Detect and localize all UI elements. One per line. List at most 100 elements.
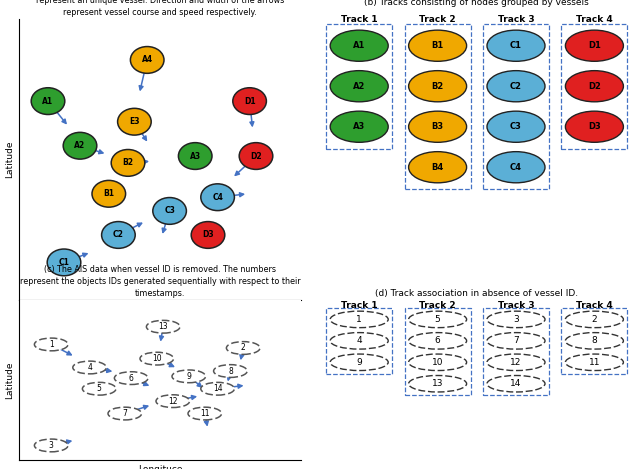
Ellipse shape bbox=[565, 311, 623, 328]
Ellipse shape bbox=[111, 150, 145, 176]
Ellipse shape bbox=[31, 88, 65, 114]
Text: D3: D3 bbox=[202, 230, 214, 240]
Text: 7: 7 bbox=[122, 409, 127, 418]
Ellipse shape bbox=[487, 354, 545, 371]
Text: B1: B1 bbox=[103, 189, 115, 198]
Text: 8: 8 bbox=[591, 336, 597, 345]
Text: C3: C3 bbox=[164, 206, 175, 215]
Ellipse shape bbox=[201, 184, 234, 211]
Text: 4: 4 bbox=[356, 336, 362, 345]
Title: (b) Tracks consisting of nodes grouped by vessels: (b) Tracks consisting of nodes grouped b… bbox=[364, 0, 589, 7]
Ellipse shape bbox=[408, 111, 467, 142]
Text: 13: 13 bbox=[158, 322, 168, 331]
Ellipse shape bbox=[565, 111, 623, 142]
Ellipse shape bbox=[330, 71, 388, 102]
Text: 14: 14 bbox=[212, 384, 223, 393]
Ellipse shape bbox=[330, 111, 388, 142]
Ellipse shape bbox=[47, 249, 81, 276]
Ellipse shape bbox=[92, 181, 125, 207]
Ellipse shape bbox=[330, 333, 388, 349]
Text: 10: 10 bbox=[152, 354, 162, 363]
Ellipse shape bbox=[408, 354, 467, 371]
Text: C4: C4 bbox=[510, 163, 522, 172]
Text: 9: 9 bbox=[356, 358, 362, 367]
Text: C1: C1 bbox=[59, 258, 69, 267]
Text: 7: 7 bbox=[513, 336, 519, 345]
Text: A2: A2 bbox=[353, 82, 365, 91]
Ellipse shape bbox=[487, 376, 545, 392]
Text: B2: B2 bbox=[431, 82, 444, 91]
Ellipse shape bbox=[191, 221, 225, 249]
Text: D1: D1 bbox=[588, 41, 601, 50]
Ellipse shape bbox=[102, 221, 135, 249]
Ellipse shape bbox=[239, 143, 273, 169]
Text: Track 4: Track 4 bbox=[576, 301, 612, 310]
Text: C2: C2 bbox=[113, 230, 124, 240]
Ellipse shape bbox=[147, 320, 180, 333]
Text: Track 1: Track 1 bbox=[341, 301, 378, 310]
Ellipse shape bbox=[487, 311, 545, 328]
Ellipse shape bbox=[214, 365, 247, 378]
Text: 9: 9 bbox=[186, 372, 191, 381]
Ellipse shape bbox=[330, 311, 388, 328]
Ellipse shape bbox=[565, 71, 623, 102]
Ellipse shape bbox=[188, 407, 221, 420]
Text: 2: 2 bbox=[591, 315, 597, 324]
Text: B4: B4 bbox=[431, 163, 444, 172]
Text: A4: A4 bbox=[141, 55, 153, 64]
Ellipse shape bbox=[108, 407, 141, 420]
Ellipse shape bbox=[73, 361, 106, 374]
Text: D3: D3 bbox=[588, 122, 601, 131]
Text: C1: C1 bbox=[510, 41, 522, 50]
Ellipse shape bbox=[156, 395, 189, 408]
Ellipse shape bbox=[408, 30, 467, 61]
Ellipse shape bbox=[115, 372, 148, 385]
Ellipse shape bbox=[227, 341, 260, 355]
Ellipse shape bbox=[330, 30, 388, 61]
Ellipse shape bbox=[201, 382, 234, 395]
Y-axis label: Latitude: Latitude bbox=[4, 141, 13, 178]
Text: C4: C4 bbox=[212, 193, 223, 202]
Text: D1: D1 bbox=[244, 97, 255, 106]
Text: 10: 10 bbox=[432, 358, 444, 367]
Ellipse shape bbox=[565, 354, 623, 371]
Ellipse shape bbox=[233, 88, 266, 114]
Ellipse shape bbox=[153, 197, 186, 224]
Text: Track 2: Track 2 bbox=[419, 15, 456, 24]
Text: A3: A3 bbox=[189, 151, 201, 160]
Text: C2: C2 bbox=[510, 82, 522, 91]
Ellipse shape bbox=[487, 111, 545, 142]
Ellipse shape bbox=[408, 376, 467, 392]
Text: 13: 13 bbox=[432, 379, 444, 388]
Text: 6: 6 bbox=[435, 336, 440, 345]
Text: Track 3: Track 3 bbox=[498, 301, 534, 310]
Text: 12: 12 bbox=[510, 358, 522, 367]
Ellipse shape bbox=[63, 132, 97, 159]
Text: 4: 4 bbox=[87, 363, 92, 372]
Ellipse shape bbox=[118, 108, 151, 135]
Ellipse shape bbox=[35, 338, 68, 351]
Title: (a) Graphical depiction of the AIS data. Each letter and color code
represent an: (a) Graphical depiction of the AIS data.… bbox=[27, 0, 293, 16]
Text: A2: A2 bbox=[74, 141, 86, 150]
Ellipse shape bbox=[83, 382, 116, 395]
Text: 2: 2 bbox=[241, 343, 246, 353]
Text: D2: D2 bbox=[250, 151, 262, 160]
Text: D2: D2 bbox=[588, 82, 601, 91]
Ellipse shape bbox=[487, 71, 545, 102]
Text: 5: 5 bbox=[97, 384, 102, 393]
Text: A1: A1 bbox=[42, 97, 54, 106]
Ellipse shape bbox=[408, 151, 467, 183]
Text: 6: 6 bbox=[129, 374, 134, 383]
Ellipse shape bbox=[172, 370, 205, 383]
Text: 1: 1 bbox=[49, 340, 54, 349]
Text: 11: 11 bbox=[200, 409, 209, 418]
Title: (c) The AIS data when vessel ID is removed. The numbers
represent the objects ID: (c) The AIS data when vessel ID is remov… bbox=[20, 265, 300, 298]
Text: Track 2: Track 2 bbox=[419, 301, 456, 310]
Title: (d) Track association in absence of vessel ID.: (d) Track association in absence of vess… bbox=[375, 289, 579, 298]
Text: A3: A3 bbox=[353, 122, 365, 131]
Text: Track 3: Track 3 bbox=[498, 15, 534, 24]
Ellipse shape bbox=[408, 71, 467, 102]
Ellipse shape bbox=[179, 143, 212, 169]
Ellipse shape bbox=[140, 352, 173, 365]
Text: 8: 8 bbox=[228, 367, 233, 376]
